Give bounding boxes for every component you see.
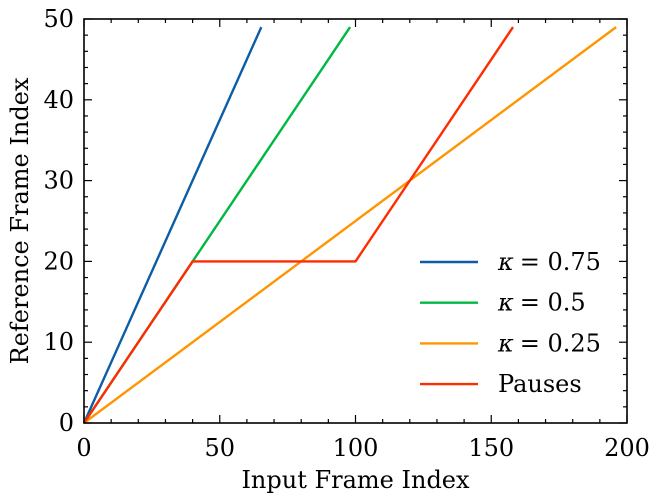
legend-label: κ = 0.25 xyxy=(497,329,601,357)
legend-value: = 0.75 xyxy=(520,248,601,276)
chart-series xyxy=(82,26,617,424)
legend-symbol: κ xyxy=(497,329,514,357)
legend-label: κ = 0.75 xyxy=(497,248,601,276)
plot-frame xyxy=(83,18,628,424)
x-axis-label: Input Frame Index xyxy=(241,466,470,494)
x-tick-label: 0 xyxy=(76,434,91,462)
y-tick-label: 30 xyxy=(43,167,74,195)
legend-symbol: κ xyxy=(497,248,514,276)
y-tick-label: 10 xyxy=(43,328,74,356)
legend-item: κ = 0.75 xyxy=(420,248,601,276)
legend-item: κ = 0.5 xyxy=(420,289,586,317)
series-line-3 xyxy=(83,26,617,424)
series-line-4 xyxy=(83,26,514,424)
x-tick-label: 100 xyxy=(333,434,379,462)
legend-item: Pauses xyxy=(420,370,582,398)
series-line-1 xyxy=(82,26,263,424)
y-tick-label: 40 xyxy=(43,86,74,114)
y-axis-label: Reference Frame Index xyxy=(6,77,34,364)
x-tick-label: 50 xyxy=(204,434,235,462)
legend-item: κ = 0.25 xyxy=(420,329,601,357)
tick-labels: 0 50 100 150 200 0 10 20 30 40 50 xyxy=(43,5,649,462)
y-tick-label: 50 xyxy=(43,5,74,33)
legend-symbol: κ xyxy=(497,289,514,317)
x-tick-label: 150 xyxy=(468,434,514,462)
legend-value: = 0.5 xyxy=(520,289,586,317)
y-tick-label: 20 xyxy=(43,247,74,275)
legend-value: = 0.25 xyxy=(520,329,601,357)
x-tick-label: 200 xyxy=(604,434,650,462)
legend-label: Pauses xyxy=(498,370,582,398)
y-tick-label: 0 xyxy=(59,409,74,437)
legend-label: κ = 0.5 xyxy=(497,289,586,317)
